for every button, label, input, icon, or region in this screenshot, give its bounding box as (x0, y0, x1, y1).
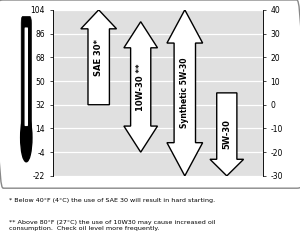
Text: * Below 40°F (4°C) the use of SAE 30 will result in hard starting.: * Below 40°F (4°C) the use of SAE 30 wil… (9, 198, 215, 203)
Text: Synthetic 5W-30: Synthetic 5W-30 (180, 58, 189, 128)
Polygon shape (81, 10, 117, 105)
Text: ** Above 80°F (27°C) the use of 10W30 may cause increased oil
consumption.  Chec: ** Above 80°F (27°C) the use of 10W30 ma… (9, 220, 216, 231)
FancyBboxPatch shape (25, 28, 28, 126)
Polygon shape (124, 22, 158, 152)
Text: °C: °C (286, 0, 298, 1)
Polygon shape (210, 93, 244, 176)
Text: 10W-30 **: 10W-30 ** (136, 63, 145, 111)
Text: SAE 30*: SAE 30* (94, 39, 103, 76)
Text: °F: °F (17, 0, 29, 1)
Polygon shape (167, 10, 203, 176)
FancyBboxPatch shape (21, 16, 32, 146)
Circle shape (21, 114, 32, 162)
Text: 5W-30: 5W-30 (222, 120, 231, 149)
